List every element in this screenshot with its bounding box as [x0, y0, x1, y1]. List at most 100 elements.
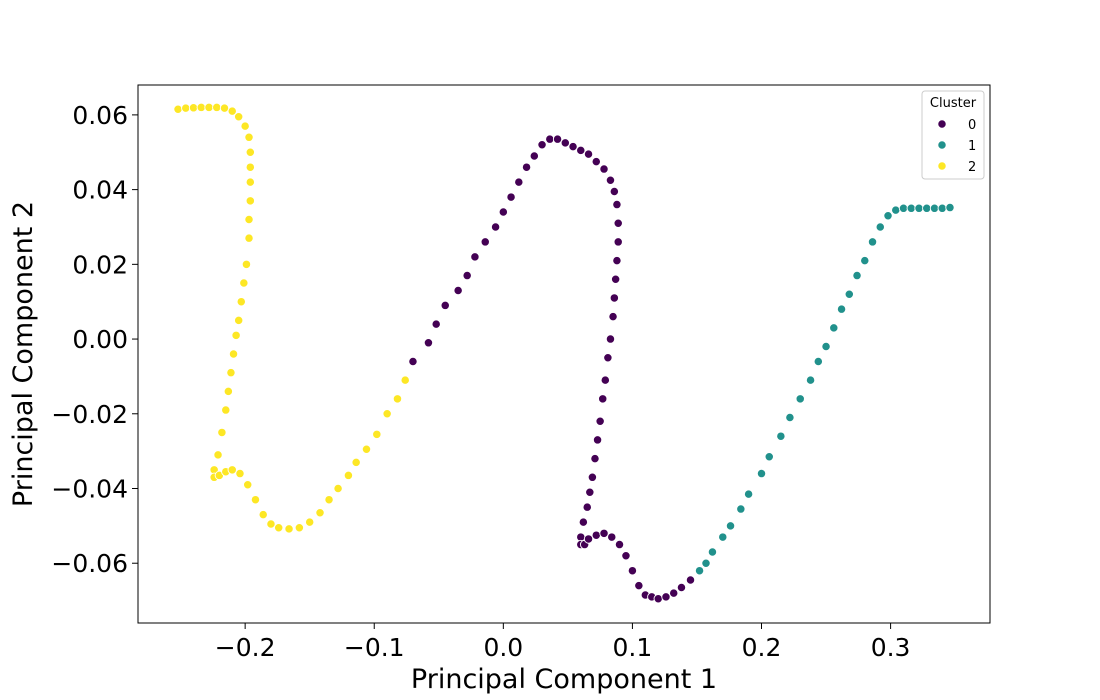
data-point-cluster-1	[764, 452, 774, 462]
data-point-cluster-2	[372, 429, 382, 439]
data-point-cluster-0	[514, 177, 524, 187]
data-point-cluster-1	[937, 203, 947, 213]
data-point-cluster-0	[676, 582, 687, 593]
data-point-cluster-2	[236, 297, 246, 307]
data-point-cluster-0	[613, 237, 623, 247]
data-point-cluster-2	[181, 103, 191, 113]
data-point-cluster-1	[736, 504, 746, 514]
data-point-cluster-0	[576, 145, 586, 156]
x-tick-label: 0.1	[613, 633, 653, 662]
data-point-cluster-1	[929, 203, 940, 213]
data-point-cluster-1	[836, 304, 847, 314]
data-point-cluster-1	[867, 237, 878, 247]
data-point-cluster-0	[506, 192, 516, 202]
data-point-cluster-1	[701, 558, 711, 568]
data-point-cluster-2	[212, 102, 222, 113]
data-point-cluster-0	[591, 530, 601, 540]
data-point-cluster-1	[829, 323, 839, 333]
data-point-cluster-0	[613, 218, 623, 228]
legend: Cluster 0 1 2	[921, 90, 985, 180]
data-point-cluster-0	[605, 175, 616, 185]
data-point-cluster-2	[226, 368, 236, 378]
data-point-cluster-0	[598, 394, 608, 404]
plot-frame	[137, 84, 991, 624]
data-point-cluster-2	[274, 523, 284, 533]
data-point-cluster-0	[453, 285, 463, 296]
data-point-cluster-0	[685, 575, 696, 585]
x-tick-label: −0.2	[215, 633, 276, 662]
data-point-cluster-2	[400, 375, 410, 385]
data-point-cluster-0	[583, 149, 594, 159]
legend-label-cluster-0: 0	[968, 118, 976, 133]
data-point-cluster-2	[204, 102, 214, 113]
data-point-cluster-0	[568, 141, 578, 152]
data-point-cluster-0	[587, 472, 598, 482]
data-point-cluster-0	[600, 375, 610, 385]
data-point-cluster-1	[945, 202, 955, 213]
x-tick-label: −0.1	[344, 633, 405, 662]
legend-label-cluster-2: 2	[968, 160, 976, 175]
data-point-cluster-2	[351, 457, 361, 467]
data-point-cluster-0	[608, 311, 618, 322]
x-tick-label: 0.3	[871, 633, 911, 662]
data-point-cluster-2	[333, 483, 343, 494]
data-point-cluster-0	[621, 551, 631, 561]
data-point-cluster-1	[707, 547, 718, 557]
data-point-cluster-2	[213, 450, 223, 460]
data-point-cluster-1	[805, 375, 816, 385]
data-point-cluster-1	[860, 255, 870, 266]
data-point-cluster-0	[627, 566, 638, 576]
data-point-cluster-1	[785, 412, 795, 423]
data-point-cluster-2	[234, 315, 244, 326]
data-point-cluster-0	[537, 140, 547, 150]
data-point-cluster-0	[440, 300, 450, 311]
data-point-cluster-0	[585, 487, 595, 497]
data-point-cluster-2	[244, 214, 254, 225]
data-point-cluster-2	[227, 106, 237, 116]
points-layer	[173, 102, 955, 604]
data-point-cluster-0	[612, 199, 622, 210]
data-point-cluster-2	[392, 394, 403, 404]
data-point-cluster-1	[852, 270, 862, 281]
data-point-cluster-0	[609, 293, 619, 303]
data-point-cluster-2	[196, 102, 206, 113]
data-point-cluster-1	[725, 521, 736, 531]
data-point-cluster-2	[227, 465, 237, 475]
data-point-cluster-1	[756, 468, 767, 479]
data-point-cluster-2	[240, 121, 250, 131]
data-point-cluster-2	[243, 480, 253, 490]
data-point-cluster-0	[653, 594, 663, 604]
data-point-cluster-0	[431, 319, 441, 329]
data-point-cluster-0	[521, 162, 532, 172]
data-point-cluster-0	[634, 580, 644, 591]
y-tick-label: −0.02	[51, 400, 128, 429]
data-point-cluster-2	[361, 444, 372, 454]
data-point-cluster-0	[605, 334, 616, 344]
x-axis-label: Principal Component 1	[411, 664, 717, 695]
y-tick-label: 0.00	[72, 325, 128, 354]
data-point-cluster-0	[582, 502, 592, 512]
data-point-cluster-2	[217, 427, 227, 438]
data-point-cluster-2	[266, 519, 276, 529]
data-point-cluster-1	[795, 394, 805, 404]
legend-marker-cluster-2	[937, 161, 947, 171]
data-point-cluster-1	[875, 222, 885, 232]
data-point-cluster-2	[258, 510, 268, 520]
data-point-cluster-1	[906, 203, 916, 213]
data-point-cluster-2	[173, 104, 183, 114]
x-tick-label: 0.0	[483, 633, 523, 662]
data-point-cluster-0	[490, 222, 501, 232]
legend-box	[921, 90, 985, 180]
data-point-cluster-0	[578, 517, 589, 527]
data-point-cluster-2	[188, 103, 199, 113]
data-point-cluster-0	[462, 270, 472, 281]
data-point-cluster-0	[590, 453, 600, 464]
data-point-cluster-2	[244, 132, 254, 142]
data-point-cluster-2	[343, 470, 354, 481]
data-point-cluster-0	[595, 416, 605, 426]
data-point-cluster-2	[245, 177, 255, 187]
data-point-cluster-2	[250, 495, 261, 505]
data-point-cluster-2	[245, 196, 255, 206]
